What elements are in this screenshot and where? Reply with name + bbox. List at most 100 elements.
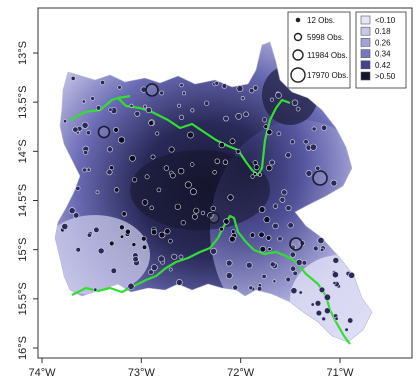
observation-point — [190, 108, 195, 113]
observation-point — [141, 199, 149, 206]
observation-point — [269, 159, 275, 166]
observation-point — [323, 293, 331, 301]
observation-point — [285, 276, 291, 283]
observation-point — [182, 91, 187, 96]
color-legend-label: >0.50 — [375, 72, 396, 81]
color-legend-label: 0.34 — [375, 50, 391, 59]
observation-point — [132, 177, 138, 183]
x-tick-label: 72°W — [227, 367, 255, 379]
observation-point — [100, 80, 106, 86]
y-tick-label: 15°S — [17, 238, 29, 262]
observation-point — [200, 210, 206, 216]
color-legend-swatch — [360, 60, 371, 70]
boundary-west — [117, 94, 131, 100]
observation-point — [235, 148, 241, 154]
observation-point — [157, 255, 165, 263]
region-outline — [54, 41, 373, 343]
observation-point — [168, 146, 175, 153]
observation-point — [81, 99, 86, 104]
observation-point — [75, 185, 81, 191]
observation-point — [269, 261, 276, 268]
observation-point — [168, 267, 173, 272]
observation-point — [321, 316, 326, 322]
x-tick-label: 73°W — [128, 367, 156, 379]
observation-point — [347, 317, 354, 324]
observation-point — [144, 174, 150, 180]
observation-point — [235, 113, 242, 120]
size-legend-symbol — [292, 49, 304, 61]
observation-point — [305, 170, 313, 177]
y-tick-label: 13.5°S — [17, 86, 29, 119]
observation-point — [179, 114, 185, 120]
observation-point — [314, 300, 322, 307]
observation-point — [249, 87, 255, 94]
size-legend-label: 17970 Obs. — [307, 71, 348, 80]
observation-point-large — [145, 83, 159, 97]
observation-point — [258, 231, 265, 238]
observation-point — [285, 152, 292, 159]
observation-point — [108, 107, 113, 112]
observation-point — [70, 76, 76, 81]
color-legend-swatch — [360, 71, 371, 81]
observation-point — [141, 235, 147, 242]
observation-point — [95, 105, 102, 111]
observation-point-large — [97, 125, 111, 139]
observation-point — [61, 223, 69, 230]
observation-point — [93, 287, 98, 292]
observation-point — [143, 104, 148, 109]
observation-point — [121, 211, 127, 217]
x-tick-label: 71°W — [326, 367, 354, 379]
observation-point — [225, 259, 233, 267]
observation-point — [312, 245, 319, 252]
observation-point — [240, 96, 245, 101]
observation-point — [311, 126, 317, 132]
observation-point — [159, 90, 165, 96]
observation-point — [249, 232, 256, 238]
observation-point — [63, 119, 68, 124]
observation-point — [141, 244, 148, 250]
observation-point — [109, 165, 115, 171]
observation-point — [177, 167, 185, 175]
color-legend-swatch — [360, 15, 371, 25]
observation-point — [324, 307, 331, 315]
observation-point — [174, 203, 181, 210]
observation-point — [266, 164, 273, 172]
observation-point — [252, 85, 259, 91]
observation-point — [223, 115, 229, 122]
observation-point — [125, 228, 131, 235]
observation-point — [191, 213, 198, 220]
observation-point — [291, 99, 299, 106]
observation-point — [257, 172, 262, 177]
observation-point — [225, 272, 233, 279]
observation-point — [272, 279, 277, 284]
observation-point — [212, 170, 217, 175]
observation-point — [332, 257, 340, 264]
observation-point — [259, 246, 266, 253]
observation-point — [168, 238, 173, 244]
observation-point — [331, 271, 339, 279]
observation-point — [72, 126, 79, 133]
y-tick-label: 14°S — [17, 139, 29, 163]
observation-point — [86, 167, 91, 172]
observation-point — [148, 269, 154, 276]
observation-points — [60, 76, 355, 332]
observation-point — [86, 232, 92, 238]
observation-point — [132, 256, 139, 263]
observation-point — [292, 270, 298, 277]
observation-point — [310, 302, 315, 307]
observation-point — [127, 282, 135, 290]
observation-point — [276, 131, 282, 137]
observation-point — [229, 138, 236, 145]
y-tick-label: 14.5°S — [17, 184, 29, 217]
observation-point — [252, 172, 257, 177]
observation-point — [265, 235, 272, 241]
observation-point — [332, 281, 337, 285]
observation-point — [258, 206, 266, 213]
observation-point — [145, 106, 152, 114]
size-legend-symbol — [295, 17, 301, 23]
observation-point — [187, 131, 194, 139]
observation-point — [303, 139, 309, 145]
observation-point — [290, 287, 298, 295]
observation-point — [263, 216, 271, 223]
